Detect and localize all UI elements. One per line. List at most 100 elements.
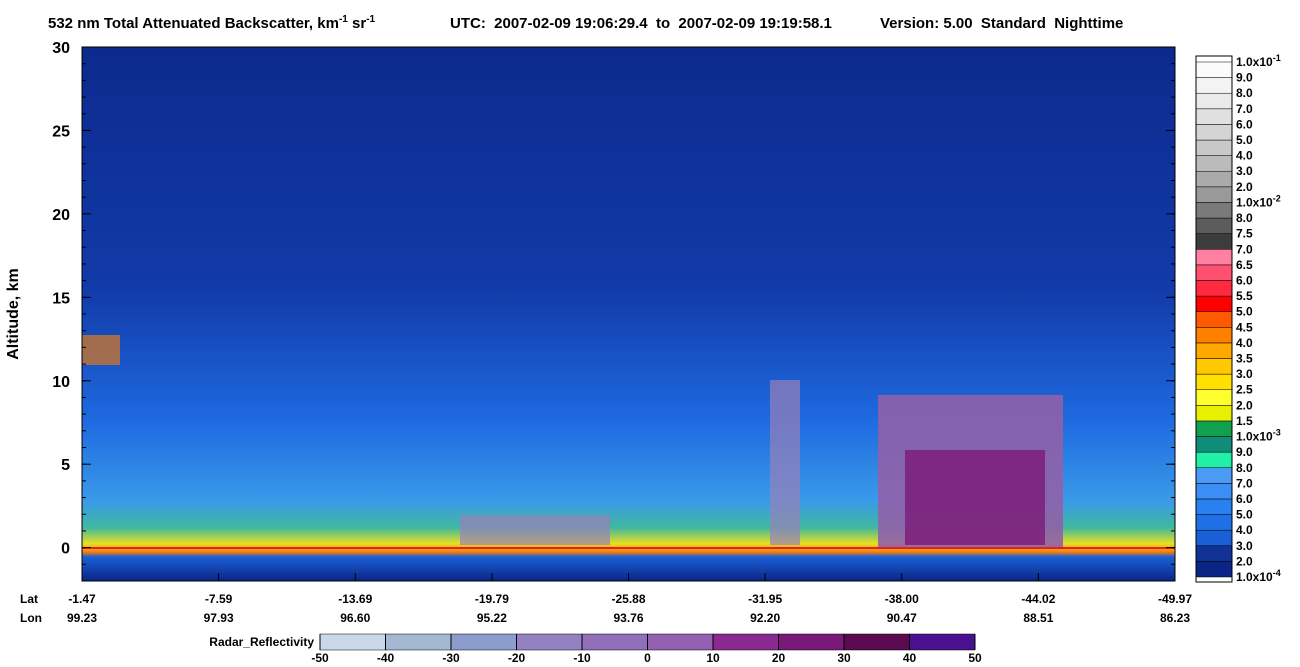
colorbar-bin [1195, 498, 1233, 515]
y-tick-label: 5 [61, 457, 70, 474]
colorbar-label: 4.0 [1236, 149, 1253, 163]
x-tick-label: 97.93 [204, 611, 234, 625]
colorbar-bin [1195, 420, 1233, 437]
colorbar-bin [1195, 264, 1233, 281]
colorbar-bin [1195, 545, 1233, 562]
y-tick-label: 15 [52, 290, 70, 307]
radar-bin [712, 633, 779, 651]
y-tick-label: 10 [52, 374, 70, 391]
radar-tick-label: 50 [968, 651, 982, 665]
colorbar-label: 8.0 [1236, 211, 1253, 225]
colorbar-bin [1195, 202, 1233, 219]
radar-bin [778, 633, 845, 651]
colorbar-bin [1195, 139, 1233, 156]
colorbar-bin [1195, 61, 1233, 78]
colorbar-label: 4.0 [1236, 523, 1253, 537]
radar-bin [843, 633, 910, 651]
colorbar-frame [1195, 55, 1233, 583]
colorbar-bin [1195, 389, 1233, 406]
colorbar-label-base: 1.0x10 [1236, 570, 1273, 584]
x-tick-label: 96.60 [340, 611, 370, 625]
x-tick-label: -49.97 [1158, 592, 1192, 606]
colorbar-bin [1195, 561, 1233, 578]
x-tick-label: 88.51 [1023, 611, 1053, 625]
colorbar-bin [1195, 373, 1233, 390]
x-row-name: Lat [20, 592, 38, 606]
colorbar-label: 7.0 [1236, 476, 1253, 490]
colorbar-label-sup: -1 [1273, 53, 1281, 63]
x-tick-label: -25.88 [611, 592, 645, 606]
colorbar-bin [1195, 170, 1233, 188]
x-tick-label: -19.79 [475, 592, 509, 606]
colorbar-bin [1195, 342, 1233, 359]
colorbar-label: 7.0 [1236, 102, 1253, 116]
title-part: UTC: 2007-02-09 19:06:29.4 to 2007-02-09… [450, 15, 832, 32]
colorbar-label: 1.0x10-3 [1236, 428, 1281, 444]
title-part: 532 nm Total Attenuated Backscatter, km [48, 15, 339, 32]
colorbar-bin [1195, 233, 1233, 250]
y-tick-label: 0 [61, 541, 70, 558]
radar-tick-label: -10 [573, 651, 591, 665]
colorbar-label-base: 1.0x10 [1236, 430, 1273, 444]
x-tick-label: -44.02 [1021, 592, 1055, 606]
colorbar-bin [1195, 436, 1233, 453]
x-tick-label: 95.22 [477, 611, 507, 625]
colorbar-bin [1195, 217, 1233, 234]
colorbar-bin [1195, 186, 1233, 203]
colorbar-label: 5.5 [1236, 289, 1253, 303]
title-sup: -1 [339, 14, 348, 25]
colorbar-bin [1195, 124, 1233, 141]
y-tick-label: 25 [52, 123, 70, 140]
radar-tick-label: -50 [311, 651, 329, 665]
colorbar-bin [1195, 529, 1233, 547]
x-tick-label: 92.20 [750, 611, 780, 625]
y-axis-label: Altitude, km [5, 268, 22, 360]
colorbar-label: 3.0 [1236, 164, 1253, 178]
radar-bin [450, 633, 517, 651]
radar-bin [909, 633, 976, 651]
x-tick-label: 86.23 [1160, 611, 1190, 625]
colorbar-label: 6.0 [1236, 117, 1253, 131]
radar-tick-label: 40 [903, 651, 917, 665]
radar-tick-label: -40 [377, 651, 395, 665]
colorbar-label-base: 1.0x10 [1236, 195, 1273, 209]
colorbar-label: 2.0 [1236, 398, 1253, 412]
title-part: Version: 5.00 Standard Nighttime [880, 15, 1123, 32]
x-tick-label: 99.23 [67, 611, 97, 625]
colorbar-bin [1195, 77, 1233, 94]
colorbar-label: 7.5 [1236, 227, 1253, 241]
colorbar-bin [1195, 405, 1233, 422]
colorbar-label: 6.0 [1236, 273, 1253, 287]
colorbar-label: 3.0 [1236, 367, 1253, 381]
colorbar-label: 8.0 [1236, 86, 1253, 100]
colorbar-bin [1195, 92, 1233, 110]
colorbar-label: 1.5 [1236, 414, 1253, 428]
colorbar-label: 2.0 [1236, 554, 1253, 568]
title-sup: -1 [366, 14, 375, 25]
y-tick-label: 30 [52, 40, 70, 57]
colorbar-label-sup: -4 [1273, 568, 1281, 578]
colorbar-label: 2.5 [1236, 383, 1253, 397]
colorbar-bin [1195, 108, 1233, 125]
x-tick-label: -38.00 [885, 592, 919, 606]
colorbar-label: 5.0 [1236, 133, 1253, 147]
colorbar-label: 4.5 [1236, 320, 1253, 334]
radar-tick-label: 30 [837, 651, 851, 665]
colorbar-label: 1.0x10-2 [1236, 193, 1281, 209]
radar-tick-label: 20 [772, 651, 786, 665]
title: 532 nm Total Attenuated Backscatter, km-… [48, 14, 1123, 32]
colorbar-bin [1195, 358, 1233, 375]
colorbar-bin [1195, 280, 1233, 297]
colorbar-bin [1195, 155, 1233, 172]
colorbar-label: 3.5 [1236, 352, 1253, 366]
colorbar-bin [1195, 249, 1233, 266]
radar-label: Radar_Reflectivity [209, 635, 314, 649]
radar-bin [647, 633, 714, 651]
colorbar-bin [1195, 327, 1233, 344]
colorbar-label: 6.0 [1236, 492, 1253, 506]
radar-tick-label: -30 [442, 651, 460, 665]
colorbar-label: 9.0 [1236, 445, 1253, 459]
colorbar-bin [1195, 295, 1233, 312]
title-part: sr [348, 15, 367, 32]
